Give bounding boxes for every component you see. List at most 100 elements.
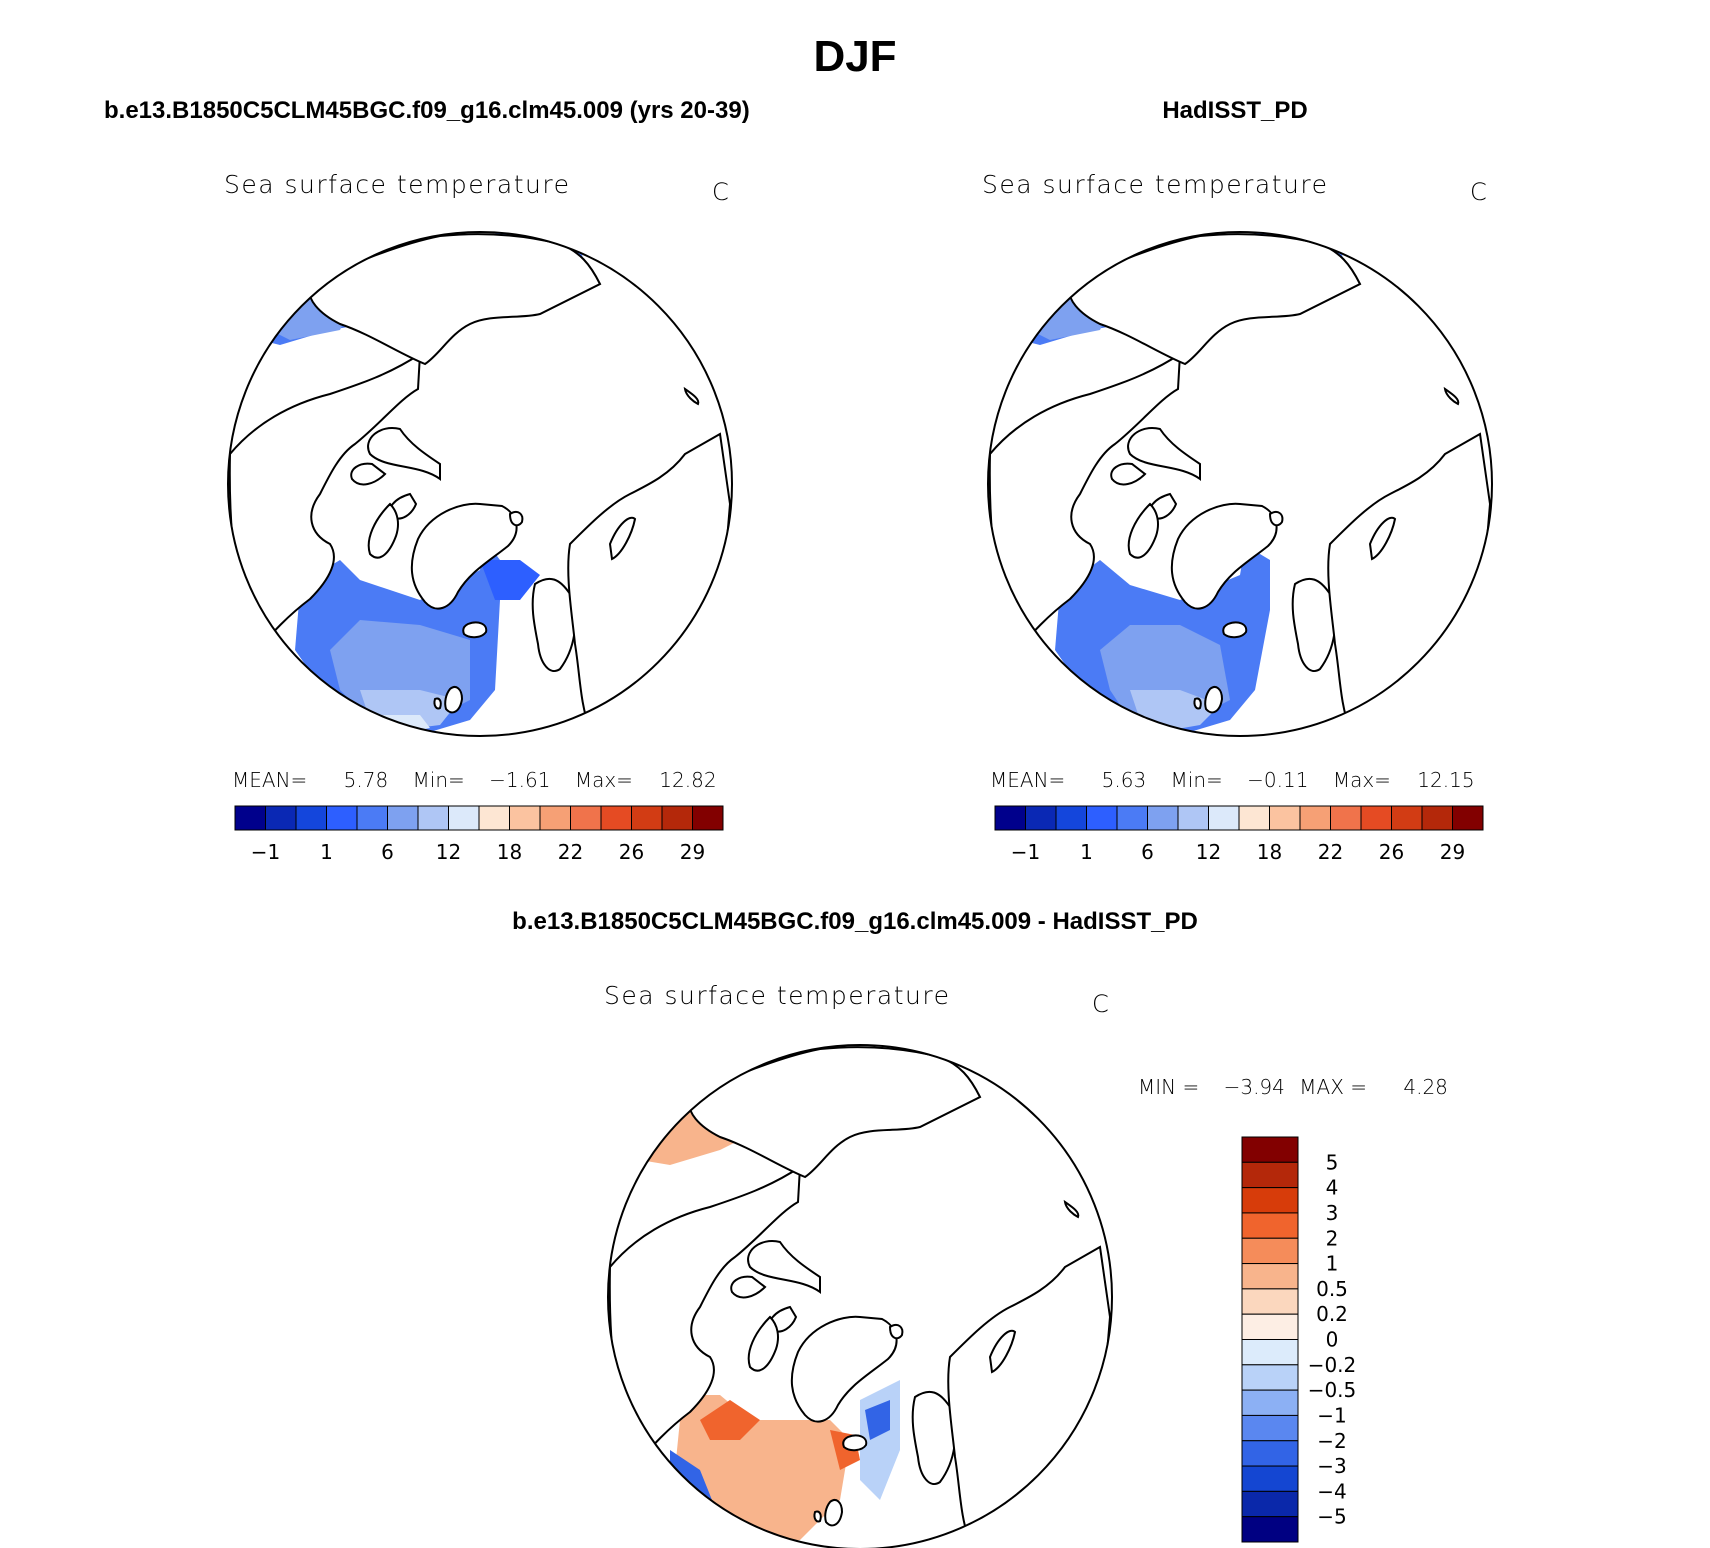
panel-3-colorbar-tick-label: 1 — [1326, 1252, 1339, 1276]
panel-2-title: HadISST_PD — [1162, 97, 1308, 124]
panel-2-colorbar-swatch — [1330, 805, 1362, 831]
panel-1-colorbar-tick-label: 12 — [436, 840, 461, 864]
panel-2-colorbar-swatch — [1055, 805, 1087, 831]
panel-1-map-border — [227, 231, 733, 737]
panel-2-colorbar-swatch — [1147, 805, 1179, 831]
panel-1-units: C — [712, 178, 729, 206]
panel-3-colorbar-swatch — [1241, 1263, 1299, 1290]
panel-1-colorbar-tick-label: 26 — [619, 840, 644, 864]
panel-1-colorbar-tick-label: −1 — [251, 840, 280, 864]
panel-1-max-label: Max= — [574, 768, 633, 792]
panel-2-colorbar-tick-label: 29 — [1440, 840, 1465, 864]
panel-2-colorbar-swatch — [1391, 805, 1423, 831]
panel-3-subtitle: Sea surface temperature — [604, 981, 951, 1010]
panel-1-colorbar-swatch — [631, 805, 663, 831]
panel-3-colorbar-swatch — [1241, 1440, 1299, 1467]
panel-2-colorbar-swatch — [1360, 805, 1392, 831]
panel-1-colorbar-swatch — [478, 805, 510, 831]
panel-1-colorbar-swatch — [570, 805, 602, 831]
panel-3-colorbar-swatch — [1241, 1389, 1299, 1416]
panel-2-colorbar-swatch — [1299, 805, 1331, 831]
panel-2-min-label: Min= — [1170, 768, 1223, 792]
panel-3-colorbar-tick-label: 4 — [1326, 1176, 1339, 1200]
page-title: DJF — [813, 32, 897, 81]
panel-1-min-value: −1.61 — [489, 768, 551, 792]
panel-2-colorbar-tick-label: 6 — [1141, 840, 1154, 864]
panel-3-colorbar-swatch — [1241, 1313, 1299, 1340]
panel-2-colorbar: −1 1 6 12 18 22 26 29 — [994, 805, 1484, 864]
panel-1-colorbar-tick-label: 1 — [320, 840, 333, 864]
panel-2-max-value: 12.15 — [1417, 768, 1475, 792]
panel-3-units: C — [1092, 990, 1109, 1018]
panel-2-min-value: −0.11 — [1247, 768, 1309, 792]
panel-2-mean-value: 5.63 — [1101, 768, 1147, 792]
panel-1-colorbar: −1 1 6 12 18 22 26 29 — [234, 805, 724, 864]
panel-3-title: b.e13.B1850C5CLM45BGC.f09_g16.clm45.009 … — [512, 908, 1198, 935]
panel-1-map — [228, 232, 732, 736]
panel-3-colorbar-tick-label: −3 — [1317, 1454, 1346, 1478]
panel-2-colorbar-swatch — [1421, 805, 1453, 831]
panel-2-colorbar-tick-label: 12 — [1196, 840, 1221, 864]
panel-1-colorbar-swatch — [692, 805, 724, 831]
panel-2-colorbar-swatch — [1025, 805, 1057, 831]
panel-2-colorbar-swatch — [1086, 805, 1118, 831]
panel-3-colorbar-tick-label: −5 — [1317, 1505, 1346, 1529]
panel-1-colorbar-swatch — [326, 805, 358, 831]
panel-3-min-value: −3.94 — [1223, 1075, 1285, 1099]
panel-3-map — [608, 1045, 1112, 1548]
panel-1-colorbar-swatch — [356, 805, 388, 831]
panel-2-colorbar-swatch — [1116, 805, 1148, 831]
panel-1-colorbar-swatch — [265, 805, 297, 831]
panel-1-min-label: Min= — [412, 768, 465, 792]
panel-1-colorbar-swatch — [448, 805, 480, 831]
panel-1-colorbar-swatch — [600, 805, 632, 831]
panel-1-title: b.e13.B1850C5CLM45BGC.f09_g16.clm45.009 … — [104, 97, 750, 124]
panel-3-colorbar-swatch — [1241, 1136, 1299, 1163]
panel-3-colorbar-tick-label: −2 — [1317, 1429, 1346, 1453]
panel-1-stats: MEAN= 5.78 Min= −1.61 Max= 12.82 — [232, 768, 717, 792]
panel-3-colorbar-tick-label: 5 — [1326, 1150, 1339, 1174]
panel-2-map-border — [987, 231, 1493, 737]
panel-1-colorbar-tick-label: 18 — [497, 840, 522, 864]
panel-1-colorbar-tick-label: 29 — [680, 840, 705, 864]
panel-3-colorbar-tick-label: 0 — [1326, 1328, 1339, 1352]
panel-2-map — [988, 232, 1492, 736]
panel-3-colorbar-swatch — [1241, 1364, 1299, 1391]
panel-2-subtitle: Sea surface temperature — [982, 170, 1329, 199]
panel-3-map-border — [607, 1044, 1113, 1548]
panel-2-stats: MEAN= 5.63 Min= −0.11 Max= 12.15 — [990, 768, 1475, 792]
panel-2-colorbar-tick-label: 22 — [1318, 840, 1343, 864]
panel-2-colorbar-swatch — [1452, 805, 1484, 831]
panel-2-colorbar-swatch — [1177, 805, 1209, 831]
panel-3-min-label: MIN = — [1138, 1075, 1200, 1099]
panel-2-colorbar-swatch — [994, 805, 1026, 831]
panel-3-colorbar-swatch — [1241, 1414, 1299, 1442]
panel-3-colorbar-swatch — [1241, 1212, 1299, 1239]
panel-1-mean-value: 5.78 — [343, 768, 389, 792]
panel-1-colorbar-swatch — [234, 805, 266, 831]
panel-2-colorbar-swatch — [1269, 805, 1301, 831]
panel-3-max-value: 4.28 — [1403, 1075, 1448, 1099]
panel-3-colorbar-tick-label: −0.5 — [1308, 1378, 1357, 1402]
panel-2-colorbar-swatch — [1208, 805, 1240, 831]
panel-2-colorbar-tick-label: 26 — [1379, 840, 1404, 864]
panel-3-colorbar-swatch — [1241, 1516, 1299, 1543]
panel-2-colorbar-tick-label: −1 — [1011, 840, 1040, 864]
panel-3-colorbar-swatch — [1241, 1339, 1299, 1366]
panel-1-colorbar-swatch — [417, 805, 449, 831]
panel-3-colorbar-swatch — [1241, 1187, 1299, 1214]
panel-3-colorbar-tick-label: −4 — [1317, 1479, 1346, 1503]
panel-3-colorbar-swatch — [1241, 1490, 1299, 1518]
panel-1-mean-label: MEAN= — [232, 768, 308, 792]
panel-3-colorbar-swatch — [1241, 1237, 1299, 1265]
panel-3-colorbar-tick-label: 2 — [1326, 1226, 1339, 1250]
panel-1-colorbar-swatch — [509, 805, 541, 831]
panel-3-colorbar-swatch — [1241, 1288, 1299, 1315]
panel-2-colorbar-tick-label: 1 — [1080, 840, 1093, 864]
panel-3-colorbar-tick-label: −0.2 — [1308, 1353, 1357, 1377]
panel-1-colorbar-swatch — [295, 805, 327, 831]
panel-3-colorbar-tick-label: 3 — [1326, 1201, 1339, 1225]
panel-1-colorbar-swatch — [661, 805, 693, 831]
